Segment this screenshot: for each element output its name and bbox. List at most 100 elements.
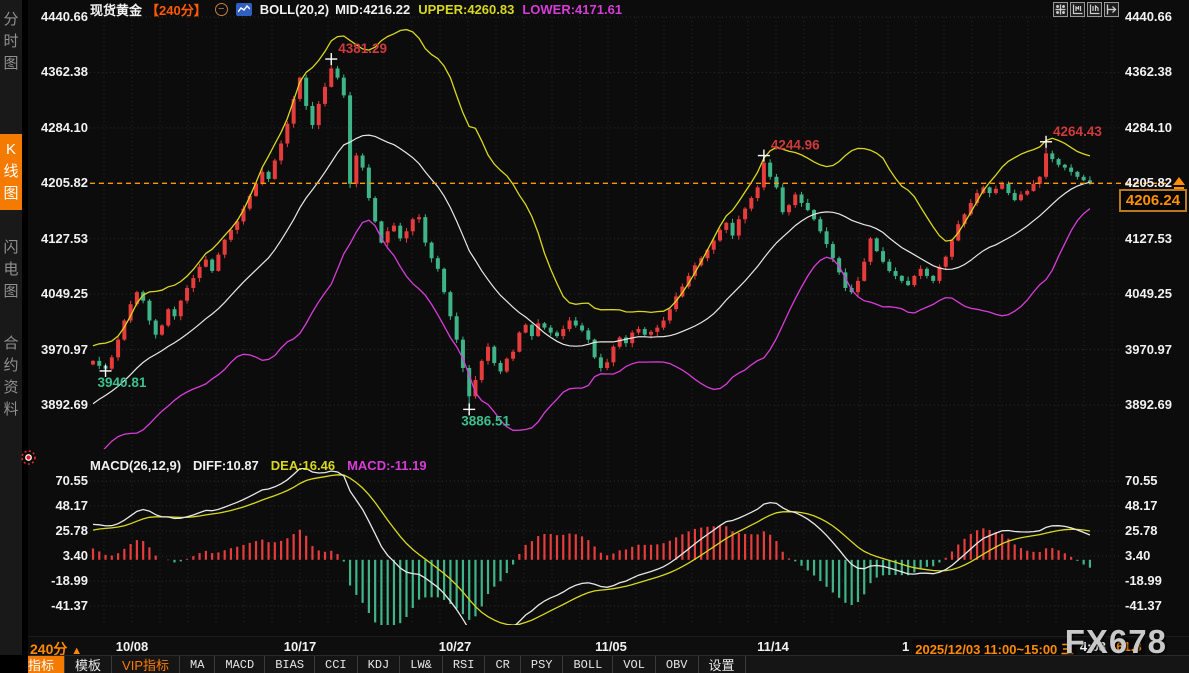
chart-header: 现货黄金 【240分】 − BOLL(20,2) MID:4216.22 UPP…: [90, 1, 622, 18]
sidebar: 分时图 K线图闪电图合约资料: [0, 0, 36, 673]
macd-axis-left-label: -41.37: [51, 598, 88, 613]
current-price-badge: 4206.24: [1119, 189, 1187, 212]
toolbar-item-macd[interactable]: MACD: [215, 656, 266, 673]
status-segment: 4:03: [1079, 639, 1106, 654]
macd-axis-right-label: 48.17: [1125, 497, 1158, 513]
macd-axis-right-label: 25.78: [1125, 523, 1158, 538]
price-axis-right-label: 4127.53: [1125, 230, 1172, 246]
toolbar-item-xx[interactable]: 模板: [65, 656, 113, 673]
chevron-up-icon: ▲: [71, 645, 83, 657]
svg-text:4264.43: 4264.43: [1053, 124, 1102, 139]
sidebar-tab-label: 分时图: [3, 11, 19, 72]
annotations-layer: 3940.81 4381.29 3886.51 4244.96 4264.43: [98, 41, 1103, 428]
candles-layer: [91, 59, 1092, 410]
sidebar-tab-label: 闪电图: [3, 239, 19, 300]
toolbar-item-vol[interactable]: VOL: [613, 656, 656, 673]
period-label: 【240分】: [146, 3, 207, 18]
macd-axis-left-label: 25.78: [55, 523, 88, 538]
toolbar-item-rsi[interactable]: RSI: [443, 656, 486, 673]
status-line: 1 2025/12/03 11:00~15:00 三 4:03 -61.8: [902, 639, 1145, 658]
macd-axis-left-label: 3.40: [62, 547, 88, 563]
toolbar-item-lwx[interactable]: LW&: [400, 656, 443, 673]
macd-axis-right-label: 70.55: [1125, 473, 1158, 488]
date-axis-row: 240分 ▲ 10/08 10/17 10/27 11/05 11/14 1 2025/1…: [0, 636, 1189, 658]
date-tick: 10/17: [283, 639, 317, 654]
toolbar-item-kdj[interactable]: KDJ: [358, 656, 401, 673]
boll-lower-value: LOWER:4171.61: [522, 2, 623, 17]
macd-diff-value: DIFF:10.87: [193, 458, 259, 473]
svg-text:4381.29: 4381.29: [338, 41, 387, 56]
macd-axis-left-label: 48.17: [55, 497, 88, 513]
collapse-icon[interactable]: −: [214, 3, 228, 16]
scale-axis-left-icon[interactable]: [1070, 2, 1085, 17]
macd-axis-left-label: -18.99: [51, 573, 88, 588]
toolbar-item-bias[interactable]: BIAS: [265, 656, 316, 673]
move-chart-icon[interactable]: [1053, 2, 1068, 17]
price-axis-left-label: 3970.97: [41, 341, 88, 357]
price-axis-left-label: 4284.10: [41, 119, 88, 135]
macd-macd-value: MACD:-11.19: [347, 458, 427, 473]
sidebar-tab-2[interactable]: K线图: [0, 134, 22, 210]
target-icon[interactable]: [20, 449, 37, 466]
scale-axis-right-icon[interactable]: [1087, 2, 1102, 17]
current-price-value: 4206.24: [1125, 192, 1181, 209]
date-tick: 10/27: [438, 639, 472, 654]
sidebar-tab-3[interactable]: 闪电图: [0, 232, 22, 308]
macd-axis-right-label: -18.99: [1125, 573, 1162, 588]
macd-axis-right-label: 3.40: [1125, 547, 1151, 563]
indicator-toolbar: 指标 模板 VIP指标 MA MACD BIAS CCI KDJ LW& RSI CR PSY BOLL…: [0, 655, 1189, 673]
boll-upper-value: UPPER:4260.83: [418, 2, 515, 17]
chart-type-icon[interactable]: [235, 3, 252, 16]
price-marker-icon: [1173, 177, 1185, 190]
date-tick: 11/14: [757, 639, 789, 654]
price-axis-left-label: 4127.53: [41, 230, 88, 246]
toolbar-item-ma[interactable]: MA: [180, 656, 216, 673]
date-tick: 10/08: [115, 639, 149, 654]
macd-dea-value: DEA:16.46: [270, 458, 336, 473]
symbol-name: 现货黄金: [90, 3, 143, 18]
toolbar-item-xx[interactable]: 设置: [699, 656, 746, 673]
price-axis-left-label: 4049.25: [41, 286, 88, 302]
macd-name: MACD(26,12,9): [90, 458, 182, 473]
sidebar-tab-label: 合约资料: [3, 335, 19, 418]
status-segment: -61.8: [1108, 639, 1145, 658]
toolbar-item-obv[interactable]: OBV: [656, 656, 699, 673]
toolbar-item-cr[interactable]: CR: [485, 656, 521, 673]
price-axis-right-label: 4284.10: [1125, 119, 1172, 135]
grid-layer: [90, 16, 1122, 625]
period-selector[interactable]: 240分 ▲: [30, 639, 82, 659]
price-axis-right-label: 4440.66: [1125, 9, 1172, 24]
macd-axis-left-label: 70.55: [55, 473, 88, 488]
svg-text:3886.51: 3886.51: [461, 413, 510, 428]
price-axis-right-label: 4049.25: [1125, 286, 1172, 302]
sidebar-tab-4[interactable]: 合约资料: [0, 328, 22, 426]
boll-mid-value: MID:4216.22: [335, 2, 411, 17]
macd-axis-right-label: -41.37: [1125, 598, 1162, 613]
toolbar-item-xx[interactable]: 指标: [18, 656, 66, 673]
sidebar-tab-1[interactable]: 分时图: [0, 4, 22, 80]
toolbar-item-boll[interactable]: BOLL: [563, 656, 614, 673]
date-tick: 11/05: [595, 639, 627, 654]
period-text: 240分: [30, 641, 68, 657]
price-axis-right-label: 4205.82: [1125, 175, 1172, 191]
svg-text:4244.96: 4244.96: [771, 138, 820, 153]
price-axis-left-label: 4362.38: [41, 64, 88, 80]
price-axis-left-label: 4440.66: [41, 9, 88, 24]
boll-label: BOLL(20,2): [259, 2, 330, 17]
toolbar-item-cci[interactable]: CCI: [315, 656, 358, 673]
macd-layer: [91, 468, 1092, 625]
toolbar-item-vipxx[interactable]: VIP指标: [112, 656, 180, 673]
window-controls: [1053, 2, 1119, 17]
price-axis-right-label: 3970.97: [1125, 341, 1172, 357]
sidebar-tab-label: K线图: [3, 141, 19, 202]
toolbar-item-psy[interactable]: PSY: [521, 656, 564, 673]
boll-layer: [92, 28, 1091, 449]
price-axis-right-label: 3892.69: [1125, 397, 1172, 412]
price-axis-left-label: 3892.69: [41, 397, 88, 412]
sidebar-tabs: 分时图 K线图闪电图合约资料: [0, 0, 22, 655]
price-axis-left-label: 4205.82: [41, 175, 88, 191]
watermark: FX678: [1064, 623, 1167, 660]
shift-right-icon[interactable]: [1104, 2, 1119, 17]
